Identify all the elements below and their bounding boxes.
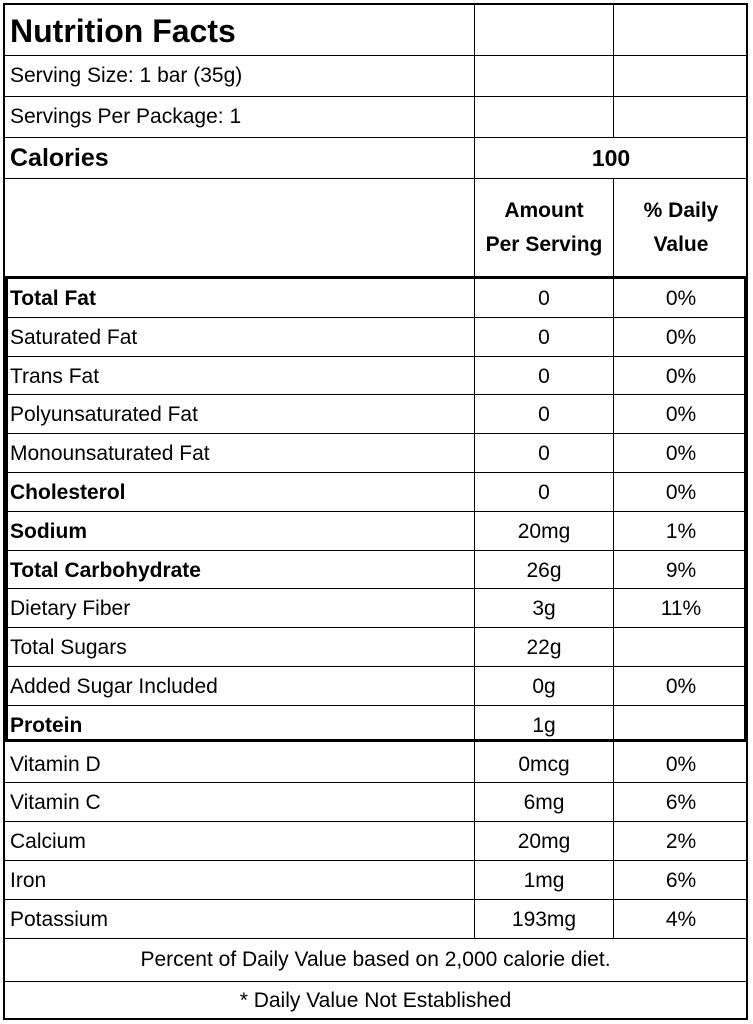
nutrient-daily-value: 0% <box>665 364 697 388</box>
row-divider <box>5 782 747 783</box>
daily-value-header: % Daily Value <box>614 179 748 276</box>
nutrient-daily-value: 1% <box>665 519 697 543</box>
nutrient-amount: 0 <box>538 480 550 504</box>
row-divider <box>5 317 747 318</box>
nutrient-name: Saturated Fat <box>10 325 138 349</box>
serving-size: Serving Size: 1 bar (35g) <box>10 64 243 87</box>
nutrient-daily-value: 0% <box>665 674 697 698</box>
nutrient-name: Vitamin D <box>10 752 101 776</box>
row-divider <box>5 705 747 706</box>
nutrient-daily-value: 6% <box>665 868 697 892</box>
divider <box>5 178 747 179</box>
nutrient-amount: 3g <box>532 596 556 620</box>
nutrient-name: Sodium <box>10 519 87 543</box>
nutrient-name: Calcium <box>10 829 86 853</box>
amount-header-line1: Amount <box>504 198 584 222</box>
nutrient-name: Dietary Fiber <box>10 596 131 620</box>
nutrient-amount: 6mg <box>523 790 565 814</box>
nutrient-amount: 26g <box>526 558 562 582</box>
nutrition-facts-panel: Nutrition Facts Serving Size: 1 bar (35g… <box>3 3 748 1020</box>
row-divider <box>5 588 747 589</box>
nutrient-daily-value <box>614 706 748 745</box>
nutrient-daily-value: 11% <box>660 596 702 620</box>
nutrient-daily-value <box>614 628 748 667</box>
nutrient-amount: 20mg <box>517 829 571 853</box>
nutrient-daily-value: 9% <box>665 558 697 582</box>
nutrient-amount: 0 <box>538 325 550 349</box>
nutrient-amount: 1g <box>532 713 556 737</box>
calories-value: 100 <box>591 144 631 171</box>
not-established-footnote: * Daily Value Not Established <box>239 989 512 1012</box>
nutrient-amount: 193mg <box>511 907 577 931</box>
divider <box>5 938 747 939</box>
calories-label: Calories <box>10 143 109 172</box>
row-divider <box>5 821 747 822</box>
row-divider <box>5 472 747 473</box>
nutrient-amount: 0 <box>538 364 550 388</box>
row-divider <box>5 860 747 861</box>
divider <box>5 137 747 138</box>
row-divider <box>5 627 747 628</box>
nutrient-amount: 0 <box>538 441 550 465</box>
nutrient-name: Vitamin C <box>10 790 101 814</box>
nutrient-amount: 0mcg <box>518 752 570 776</box>
dv-header-line1: % Daily <box>643 198 719 222</box>
divider <box>5 981 747 982</box>
nutrient-daily-value: 2% <box>665 829 697 853</box>
amount-per-serving-header: Amount Per Serving <box>475 179 613 276</box>
row-divider <box>5 666 747 667</box>
daily-value-footnote: Percent of Daily Value based on 2,000 ca… <box>140 948 611 971</box>
dv-header-line2: Value <box>653 232 709 256</box>
nutrient-name: Trans Fat <box>10 364 100 388</box>
row-divider <box>5 899 747 900</box>
column-divider <box>474 5 475 938</box>
nutrient-name: Polyunsaturated Fat <box>10 402 198 426</box>
nutrient-name: Protein <box>10 713 83 737</box>
nutrient-name: Total Fat <box>10 286 96 310</box>
amount-header-line2: Per Serving <box>485 232 603 256</box>
divider <box>5 55 747 56</box>
nutrient-daily-value: 0% <box>665 480 697 504</box>
column-divider <box>613 178 614 938</box>
nutrient-amount: 1mg <box>523 868 565 892</box>
divider <box>5 96 747 97</box>
row-divider <box>5 511 747 512</box>
nutrient-name: Added Sugar Included <box>10 674 218 698</box>
nutrient-daily-value: 6% <box>665 790 697 814</box>
nutrient-daily-value: 0% <box>665 325 697 349</box>
column-divider <box>613 5 614 138</box>
nutrient-daily-value: 0% <box>665 286 697 310</box>
nutrient-name: Monounsaturated Fat <box>10 441 210 465</box>
nutrient-daily-value: 0% <box>665 441 697 465</box>
nutrient-name: Total Sugars <box>10 635 127 659</box>
row-divider <box>5 394 747 395</box>
nutrient-name: Total Carbohydrate <box>10 558 201 582</box>
nutrient-name: Cholesterol <box>10 480 126 504</box>
nutrient-name: Iron <box>10 868 47 892</box>
nutrient-daily-value: 0% <box>665 752 697 776</box>
nutrient-amount: 0g <box>532 674 556 698</box>
nutrient-name: Potassium <box>10 907 109 931</box>
row-divider <box>5 550 747 551</box>
row-divider <box>5 433 747 434</box>
row-divider <box>5 356 747 357</box>
nutrient-daily-value: 4% <box>665 907 697 931</box>
servings-per-package: Servings Per Package: 1 <box>10 105 242 128</box>
nutrient-amount: 0 <box>538 402 550 426</box>
panel-title: Nutrition Facts <box>10 12 236 49</box>
nutrient-amount: 0 <box>538 286 550 310</box>
nutrient-amount: 20mg <box>517 519 571 543</box>
nutrient-daily-value: 0% <box>665 402 697 426</box>
nutrient-amount: 22g <box>526 635 562 659</box>
